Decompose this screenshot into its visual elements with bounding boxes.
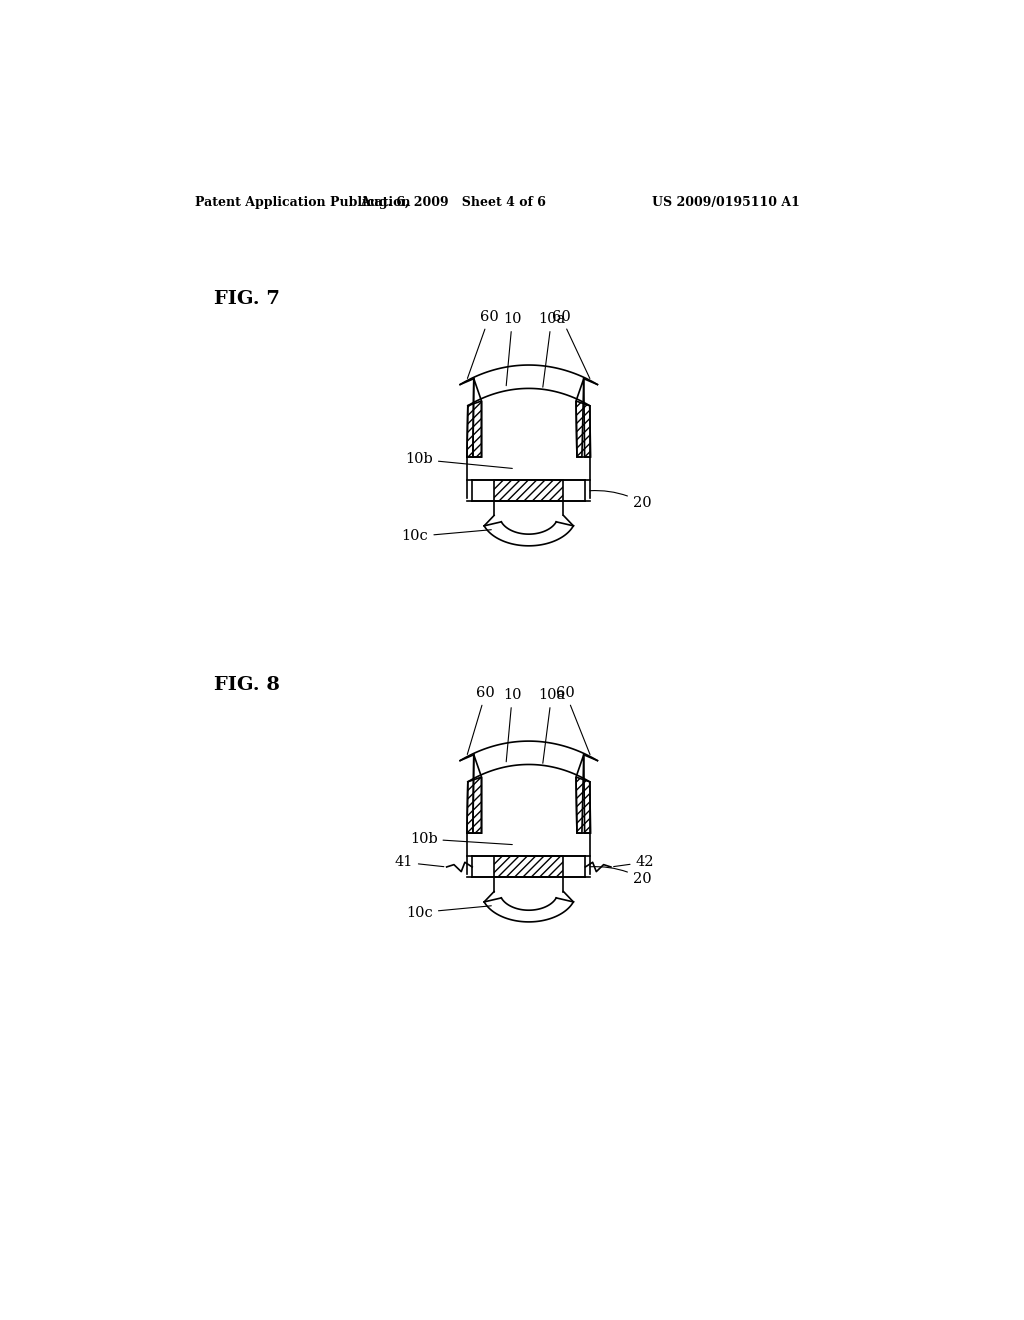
Text: 60: 60 [556, 686, 590, 755]
Text: 10b: 10b [410, 832, 512, 846]
Text: 20: 20 [590, 491, 651, 510]
Text: US 2009/0195110 A1: US 2009/0195110 A1 [652, 195, 800, 209]
Bar [495, 857, 563, 878]
Text: 10c: 10c [407, 906, 492, 920]
Text: 10b: 10b [406, 453, 512, 469]
Bar [495, 480, 563, 502]
Text: 42: 42 [613, 855, 654, 870]
Text: FIG. 7: FIG. 7 [214, 289, 280, 308]
Text: 20: 20 [590, 867, 651, 886]
Text: 10a: 10a [538, 312, 565, 387]
Text: 10c: 10c [401, 529, 492, 544]
Text: FIG. 8: FIG. 8 [214, 676, 280, 694]
Text: Patent Application Publication: Patent Application Publication [196, 195, 411, 209]
Text: 10: 10 [503, 688, 521, 762]
Text: 10a: 10a [538, 688, 565, 763]
Text: 60: 60 [467, 686, 495, 755]
Text: 10: 10 [503, 312, 521, 385]
Text: Aug. 6, 2009   Sheet 4 of 6: Aug. 6, 2009 Sheet 4 of 6 [360, 195, 547, 209]
Text: 60: 60 [552, 310, 590, 379]
Text: 41: 41 [394, 855, 443, 870]
Text: 60: 60 [467, 310, 499, 379]
